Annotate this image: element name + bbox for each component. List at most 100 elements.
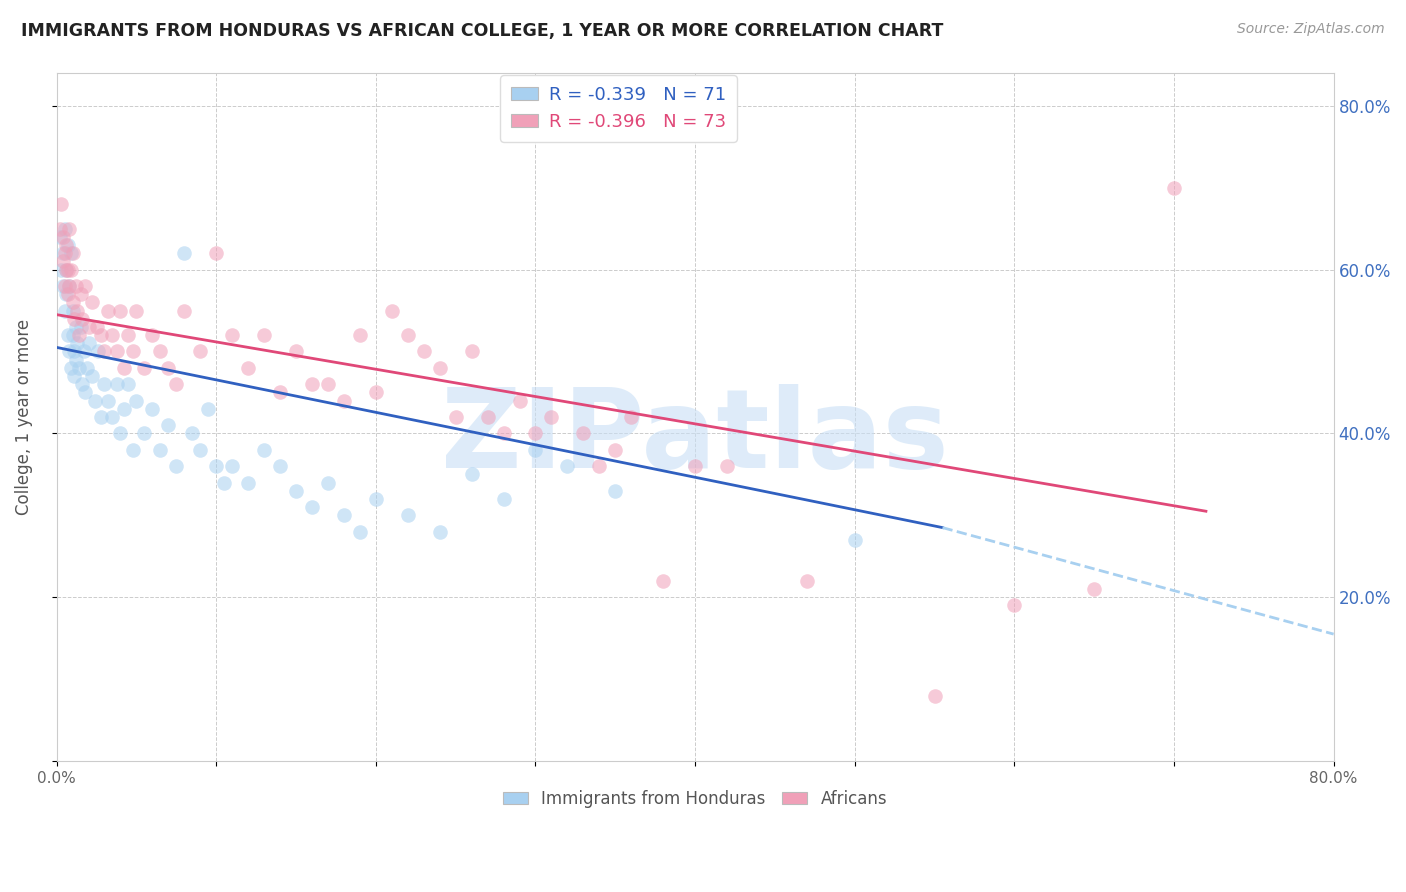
Point <box>49 229 72 244</box>
Point <box>58 221 80 235</box>
Point <box>105 344 128 359</box>
Point <box>59 262 82 277</box>
Point <box>125 393 148 408</box>
Point <box>122 442 145 457</box>
Point <box>112 360 135 375</box>
Point <box>173 303 195 318</box>
Point <box>540 410 562 425</box>
Point <box>221 459 243 474</box>
Point <box>149 442 172 457</box>
Point <box>269 459 291 474</box>
Point <box>149 344 172 359</box>
Point <box>55 287 77 301</box>
Point <box>55 238 77 252</box>
Text: IMMIGRANTS FROM HONDURAS VS AFRICAN COLLEGE, 1 YEAR OR MORE CORRELATION CHART: IMMIGRANTS FROM HONDURAS VS AFRICAN COLL… <box>21 22 943 40</box>
Point <box>58 279 80 293</box>
Point <box>80 369 103 384</box>
Point <box>112 401 135 416</box>
Point <box>492 426 515 441</box>
Point <box>605 483 627 498</box>
Point <box>93 344 115 359</box>
Point <box>53 221 76 235</box>
Point <box>55 262 77 277</box>
Point <box>197 401 219 416</box>
Point <box>87 344 110 359</box>
Point <box>90 328 112 343</box>
Point <box>460 467 482 482</box>
Point <box>52 229 75 244</box>
Point <box>117 377 139 392</box>
Point <box>76 360 98 375</box>
Point <box>652 574 675 588</box>
Point <box>77 336 100 351</box>
Point <box>212 475 235 490</box>
Point <box>52 279 75 293</box>
Point <box>73 344 96 359</box>
Point <box>101 328 124 343</box>
Point <box>65 279 87 293</box>
Point <box>524 442 547 457</box>
Point <box>52 246 75 260</box>
Point <box>588 459 610 474</box>
Point <box>157 418 180 433</box>
Point <box>53 303 76 318</box>
Point <box>557 459 579 474</box>
Point <box>65 352 87 367</box>
Point <box>205 459 228 474</box>
Point <box>221 328 243 343</box>
Point <box>55 262 77 277</box>
Point <box>122 344 145 359</box>
Point <box>62 246 84 260</box>
Point <box>110 303 132 318</box>
Point <box>285 483 308 498</box>
Point <box>97 393 120 408</box>
Point <box>316 377 339 392</box>
Point <box>524 426 547 441</box>
Point <box>924 689 946 703</box>
Point <box>165 459 187 474</box>
Point <box>349 328 371 343</box>
Point <box>269 385 291 400</box>
Point <box>56 238 79 252</box>
Text: ZIPatlas: ZIPatlas <box>441 384 949 491</box>
Point <box>605 442 627 457</box>
Point <box>69 320 91 334</box>
Point <box>134 360 156 375</box>
Point <box>301 377 323 392</box>
Point <box>62 328 84 343</box>
Point <box>188 344 211 359</box>
Point <box>105 377 128 392</box>
Point <box>70 311 93 326</box>
Point <box>301 500 323 515</box>
Point <box>716 459 738 474</box>
Point <box>316 475 339 490</box>
Point <box>429 524 451 539</box>
Point <box>53 279 76 293</box>
Point <box>141 328 163 343</box>
Point <box>205 246 228 260</box>
Point <box>70 377 93 392</box>
Point <box>58 279 80 293</box>
Point <box>1002 599 1025 613</box>
Text: Source: ZipAtlas.com: Source: ZipAtlas.com <box>1237 22 1385 37</box>
Point <box>333 393 356 408</box>
Point <box>349 524 371 539</box>
Point <box>90 410 112 425</box>
Point <box>56 328 79 343</box>
Point <box>101 410 124 425</box>
Y-axis label: College, 1 year or more: College, 1 year or more <box>15 319 32 515</box>
Point <box>796 574 818 588</box>
Point <box>69 287 91 301</box>
Point <box>67 360 90 375</box>
Point <box>396 328 419 343</box>
Point <box>65 320 87 334</box>
Point <box>62 295 84 310</box>
Point <box>93 377 115 392</box>
Point <box>460 344 482 359</box>
Point <box>80 295 103 310</box>
Point <box>396 508 419 523</box>
Point <box>141 401 163 416</box>
Point <box>253 442 276 457</box>
Point <box>66 303 89 318</box>
Point <box>238 475 260 490</box>
